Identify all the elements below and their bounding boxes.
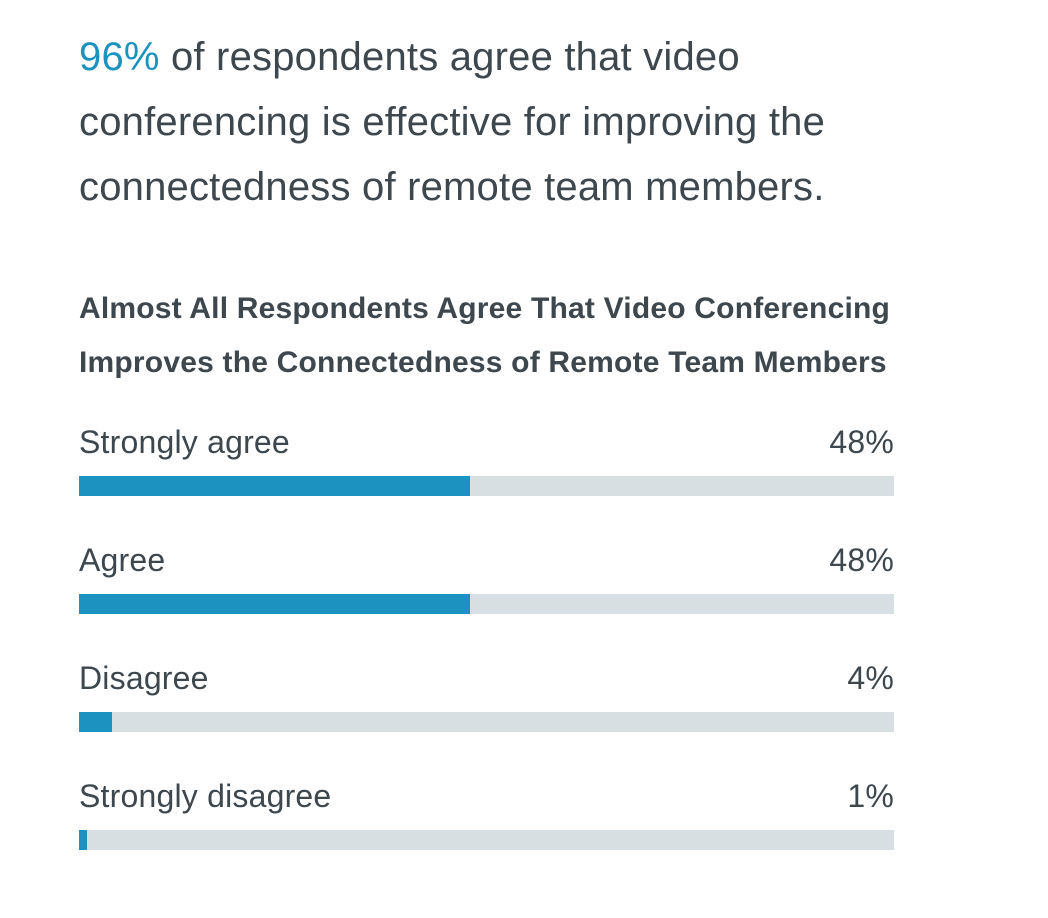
- bar-fill: [79, 476, 471, 496]
- category-label: Strongly disagree: [79, 778, 332, 814]
- bar-track: [79, 594, 894, 614]
- chart-row: Strongly agree 48%: [79, 422, 894, 496]
- headline: 96% of respondents agree that video conf…: [79, 25, 894, 220]
- bar-track: [79, 830, 894, 850]
- value-label: 1%: [847, 778, 894, 814]
- chart-row: Disagree 4%: [79, 658, 894, 732]
- bar-track: [79, 712, 894, 732]
- category-label: Strongly agree: [79, 424, 290, 460]
- page-content: 96% of respondents agree that video conf…: [0, 25, 894, 850]
- bar-track: [79, 476, 894, 496]
- bar-fill: [79, 712, 112, 732]
- chart-title: Almost All Respondents Agree That Video …: [79, 282, 894, 390]
- headline-line-3: connectedness of remote team members.: [79, 165, 825, 209]
- value-label: 48%: [829, 424, 894, 460]
- category-label: Disagree: [79, 660, 209, 696]
- chart-row-head: Disagree 4%: [79, 658, 894, 698]
- bar-fill: [79, 830, 88, 850]
- headline-line-1-text: of respondents agree that video: [159, 35, 740, 79]
- chart-title-line-1: Almost All Respondents Agree That Video …: [79, 292, 891, 325]
- headline-line-2: conferencing is effective for improving …: [79, 100, 826, 144]
- chart-title-line-2: Improves the Connectedness of Remote Tea…: [79, 346, 887, 379]
- chart-row-head: Strongly disagree 1%: [79, 776, 894, 816]
- chart-row-head: Agree 48%: [79, 540, 894, 580]
- bar-fill: [79, 594, 471, 614]
- bar-chart: Strongly agree 48% Agree 48% Disagree 4%: [79, 422, 894, 850]
- chart-row: Agree 48%: [79, 540, 894, 614]
- chart-row: Strongly disagree 1%: [79, 776, 894, 850]
- value-label: 48%: [829, 542, 894, 578]
- value-label: 4%: [847, 660, 894, 696]
- headline-line-1: 96% of respondents agree that video: [79, 25, 894, 90]
- headline-highlight-stat: 96%: [79, 35, 160, 79]
- category-label: Agree: [79, 542, 166, 578]
- chart-row-head: Strongly agree 48%: [79, 422, 894, 462]
